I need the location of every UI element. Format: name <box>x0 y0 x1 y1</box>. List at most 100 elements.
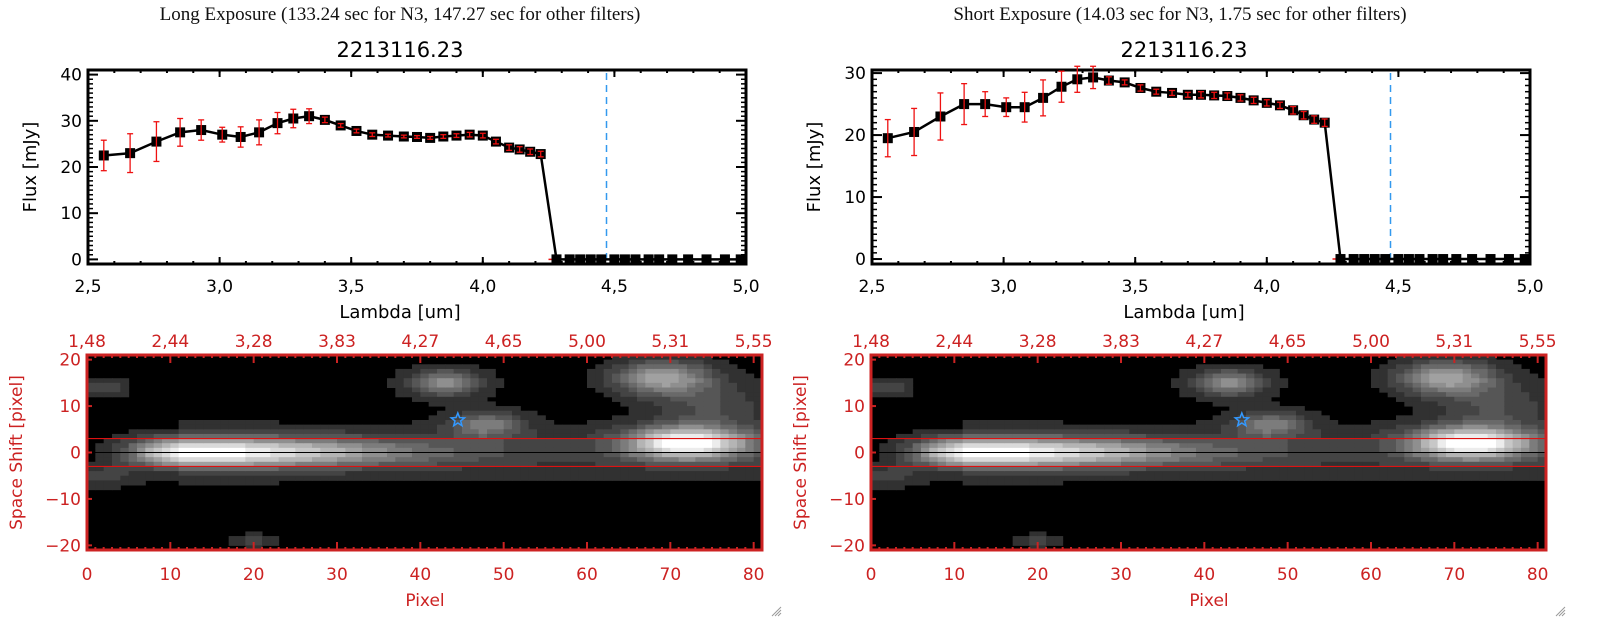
image-pixel <box>628 410 638 416</box>
image-pixel <box>1404 461 1414 467</box>
image-pixel <box>112 471 121 477</box>
image-pixel <box>1421 387 1430 393</box>
flux-series-line <box>103 114 741 261</box>
image-pixel <box>1279 420 1289 426</box>
image-pixel <box>362 429 371 435</box>
image-pixel <box>1054 420 1064 426</box>
image-pixel <box>187 466 196 472</box>
image-pixel <box>1012 420 1022 426</box>
image-pixel <box>370 438 380 444</box>
image-pixel <box>971 475 980 481</box>
image-pixel <box>1337 452 1347 458</box>
image-pixel <box>603 461 613 467</box>
image-pixel <box>253 447 263 453</box>
image-pixel <box>462 401 471 407</box>
image-pixel <box>1479 475 1489 481</box>
resize-grip-icon[interactable] <box>1554 605 1566 617</box>
image-pixel <box>320 461 330 467</box>
image-pixel <box>445 466 455 472</box>
image-pixel <box>1037 457 1047 463</box>
image-pixel <box>412 452 421 458</box>
image-pixel <box>553 433 563 440</box>
image-pixel <box>237 461 246 467</box>
image-pixel <box>645 447 655 453</box>
image-pixel <box>1046 447 1055 453</box>
image-pixel <box>612 433 621 440</box>
y-tick-label: 20 <box>59 351 81 371</box>
image-pixel <box>162 433 171 440</box>
image-pixel <box>1512 364 1522 370</box>
image-pixel <box>337 452 346 458</box>
image-pixel <box>1229 443 1239 449</box>
image-pixel <box>153 438 163 444</box>
image-pixel <box>954 438 964 444</box>
image-pixel <box>1479 429 1489 435</box>
image-pixel <box>545 443 555 449</box>
data-point <box>585 254 596 265</box>
image-pixel <box>320 443 330 449</box>
image-pixel <box>245 475 255 481</box>
image-pixel <box>570 429 580 435</box>
image-pixel <box>1512 387 1522 393</box>
image-pixel <box>1287 433 1297 440</box>
image-pixel <box>287 429 296 435</box>
image-pixel <box>1421 420 1430 426</box>
image-pixel <box>120 433 130 440</box>
image-pixel <box>653 382 663 388</box>
image-pixel <box>562 429 571 435</box>
image-pixel <box>728 447 738 453</box>
image-pixel <box>1129 475 1139 481</box>
image-pixel <box>428 364 438 370</box>
image-pixel <box>1529 406 1539 412</box>
image-pixel <box>278 443 288 449</box>
image-pixel <box>1137 438 1147 444</box>
image-pixel <box>678 401 688 407</box>
image-pixel <box>628 443 638 449</box>
image-pixel <box>1154 466 1164 472</box>
image-pixel <box>1212 415 1222 421</box>
image-pixel <box>595 368 605 375</box>
image-pixel <box>703 461 713 467</box>
image-pixel <box>1471 378 1480 384</box>
image-pixel <box>1171 438 1180 444</box>
image-pixel <box>753 447 763 453</box>
image-pixel <box>745 396 755 402</box>
image-pixel <box>1404 392 1414 398</box>
image-pixel <box>1412 378 1422 384</box>
image-pixel <box>979 466 989 472</box>
image-pixel <box>537 475 546 481</box>
y-tick-label: 30 <box>844 64 866 84</box>
image-pixel <box>1271 447 1280 453</box>
image-pixel <box>395 368 405 375</box>
image-pixel <box>653 447 663 453</box>
image-pixel <box>887 382 897 388</box>
resize-grip-icon[interactable] <box>770 605 782 617</box>
image-pixel <box>262 457 271 463</box>
image-pixel <box>1429 396 1439 402</box>
image-pixel <box>228 429 238 435</box>
image-pixel <box>437 364 446 370</box>
image-pixel <box>137 433 146 440</box>
image-pixel <box>1471 447 1480 453</box>
image-pixel <box>1179 457 1189 463</box>
image-pixel <box>95 485 105 491</box>
image-pixel <box>620 461 630 467</box>
image-pixel <box>1537 447 1547 453</box>
image-pixel <box>1479 359 1489 365</box>
image-pixel <box>245 438 255 444</box>
image-pixel <box>1262 396 1272 402</box>
image-pixel <box>195 429 205 435</box>
image-pixel <box>887 457 897 463</box>
image-pixel <box>1204 447 1214 453</box>
image-pixel <box>1454 368 1464 375</box>
image-pixel <box>1121 438 1130 444</box>
image-pixel <box>128 438 138 444</box>
image-pixel <box>1512 373 1522 379</box>
image-pixel <box>103 457 113 463</box>
image-pixel <box>595 364 605 370</box>
image-pixel <box>1304 438 1314 444</box>
image-pixel <box>1021 438 1030 444</box>
image-pixel <box>428 457 438 463</box>
image-pixel <box>1087 466 1097 472</box>
image-pixel <box>445 410 455 416</box>
